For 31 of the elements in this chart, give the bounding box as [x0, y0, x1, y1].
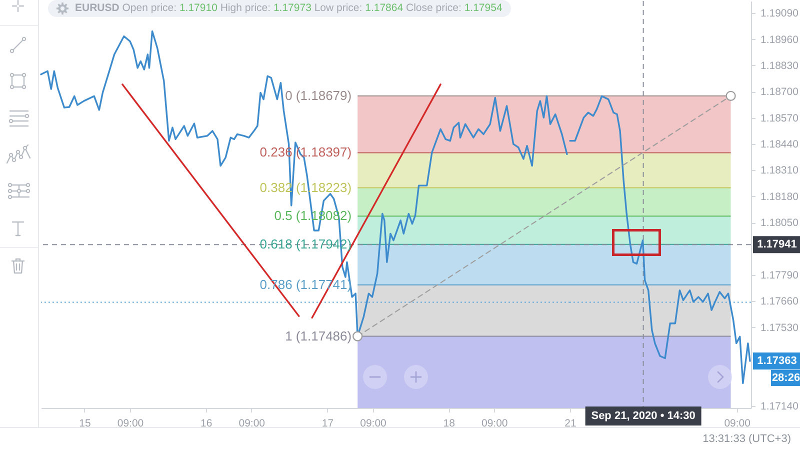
y-tick-label: 1.18440	[760, 138, 799, 151]
y-tick-label: 1.17530	[760, 322, 799, 334]
x-tick-label: 09:00	[724, 418, 751, 430]
x-tick-label: 15	[79, 418, 91, 430]
text: 28:26	[772, 372, 800, 384]
x-tick-label: 09:00	[360, 418, 387, 430]
ref-line-label: 1.17941	[757, 238, 797, 251]
x-tick-label: 21	[564, 418, 576, 430]
text: 13:31:33 (UTC+3)	[702, 433, 791, 445]
ref-line-label: 1 (1.17486)	[285, 328, 352, 344]
x-tick-label: 17	[322, 418, 334, 430]
y-tick-label: 1.17790	[760, 270, 799, 282]
x-tick-label: 09:00	[238, 418, 266, 430]
y-tick-label: 1.18310	[760, 164, 799, 177]
y-tick-label: 1.17140	[760, 400, 799, 412]
y-tick-label: 1.18050	[760, 217, 799, 230]
y-tick-label: 1.18830	[760, 60, 799, 72]
y-tick-label: 1.18570	[760, 112, 799, 124]
y-tick-label: 1.18700	[760, 86, 799, 98]
y-tick-label: 1.18180	[760, 190, 799, 203]
x-tick-label: 16	[200, 418, 212, 430]
ref-line-label: 0 (1.18679)	[285, 88, 352, 103]
chart-title: EURUSD Open price: 1.17910 High price: 1.17973 Low price: 1.17864 Close price: 1.17954	[75, 2, 502, 14]
y-tick-label: 1.19090	[760, 8, 799, 20]
ref-line-label: Sep 21, 2020 • 14:30	[591, 410, 696, 422]
text: 1.17363	[757, 355, 797, 368]
y-tick-label: 1.17660	[760, 296, 799, 308]
x-tick-label: 18	[443, 418, 456, 430]
y-tick-label: 1.18960	[760, 34, 799, 46]
x-tick-label: 09:00	[482, 418, 508, 430]
x-tick-label: 09:00	[117, 418, 144, 430]
